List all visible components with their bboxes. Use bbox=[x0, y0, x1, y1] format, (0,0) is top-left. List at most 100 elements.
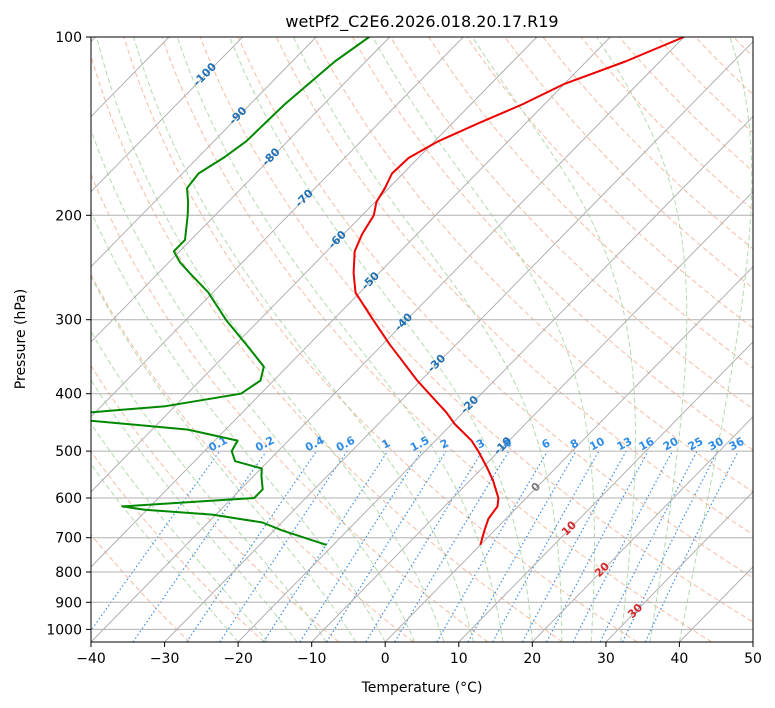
isotherm-line bbox=[605, 491, 753, 642]
x-tick-label: −40 bbox=[76, 651, 106, 667]
moist-adiabat-line bbox=[293, 37, 563, 642]
isotherm-label: 0 bbox=[529, 480, 544, 495]
isotherm-line bbox=[311, 190, 753, 642]
moist-adiabats bbox=[91, 37, 753, 642]
y-axis: 1000 900 800 700 600 500 400 300 200 100 bbox=[46, 30, 91, 638]
dry-adiabat-line bbox=[199, 37, 753, 623]
moist-adiabat-line bbox=[472, 37, 636, 642]
isotherm-line bbox=[91, 37, 538, 493]
isotherm-line bbox=[531, 416, 753, 642]
dry-adiabat-line bbox=[772, 37, 775, 642]
dry-adiabat-line bbox=[275, 37, 753, 536]
y-tick-label: 500 bbox=[55, 444, 82, 460]
dry-adiabat-line bbox=[237, 37, 753, 579]
mixing-ratio-line bbox=[572, 450, 673, 642]
moist-adiabat-line bbox=[91, 463, 239, 642]
isotherm-label: -70 bbox=[293, 186, 316, 209]
x-tick-label: −30 bbox=[150, 651, 180, 667]
isotherm-label: -50 bbox=[359, 269, 382, 292]
isotherm-label: -20 bbox=[458, 393, 481, 416]
dry-adiabat-line bbox=[123, 37, 638, 642]
plot-area: -100-90-80-70-60-50-40-30-20-10010203040… bbox=[91, 37, 775, 642]
isotherm-label: 20 bbox=[592, 560, 612, 580]
isotherm-line bbox=[91, 37, 317, 268]
x-tick-label: 50 bbox=[744, 651, 762, 667]
mixing-ratio-line bbox=[546, 450, 649, 642]
y-tick-label: 800 bbox=[55, 565, 82, 581]
isotherm-label: -100 bbox=[190, 60, 219, 89]
dry-adiabat-line bbox=[352, 37, 753, 451]
x-tick-label: −20 bbox=[223, 651, 253, 667]
isotherm-line bbox=[679, 566, 753, 642]
moist-adiabat-line bbox=[133, 37, 474, 642]
mixing-ratio-label: 30 bbox=[706, 435, 726, 454]
mixing-ratio-line bbox=[299, 450, 422, 642]
moist-adiabat-line bbox=[91, 210, 386, 642]
dry-adiabat-line bbox=[504, 37, 753, 289]
isotherm-line bbox=[91, 37, 611, 568]
dry-adiabat-line bbox=[428, 37, 753, 369]
moist-adiabat-line bbox=[176, 37, 504, 642]
x-axis-label: Temperature (°C) bbox=[361, 680, 483, 696]
moist-adiabat-line bbox=[91, 422, 268, 642]
isotherm-label: 10 bbox=[559, 518, 579, 538]
mixing-ratio-line bbox=[599, 450, 698, 642]
isotherm-label: -90 bbox=[226, 104, 249, 127]
chart-title: wetPf2_C2E6.2026.018.20.17.R19 bbox=[285, 12, 558, 32]
plot-frame bbox=[90, 36, 754, 643]
x-tick-label: 30 bbox=[597, 651, 615, 667]
isotherm-line bbox=[458, 341, 753, 642]
mixing-ratio-line bbox=[132, 450, 267, 642]
dry-adiabats bbox=[91, 37, 775, 642]
dry-adiabat-line bbox=[695, 37, 753, 96]
x-axis: −40 −30 −20 −10 0 10 20 30 40 50 bbox=[76, 642, 762, 667]
isotherm-line bbox=[91, 37, 391, 343]
y-axis-label: Pressure (hPa) bbox=[13, 289, 29, 389]
dry-adiabat-line bbox=[91, 450, 265, 642]
isotherm-line bbox=[91, 37, 243, 193]
mixing-ratio-label: 25 bbox=[686, 435, 706, 454]
pressure-grid bbox=[91, 37, 753, 630]
dry-adiabat-line bbox=[466, 37, 753, 329]
isotherms bbox=[91, 37, 753, 642]
isotherm-line bbox=[164, 40, 753, 642]
isotherm-label: -30 bbox=[425, 352, 448, 375]
moist-adiabat-line bbox=[678, 37, 753, 642]
temperature-profile-line bbox=[352, 37, 685, 546]
dry-adiabat-line bbox=[91, 364, 340, 642]
dry-adiabat-line bbox=[656, 37, 753, 134]
dry-adiabat-line bbox=[390, 37, 753, 410]
mixing-ratio-lines bbox=[91, 450, 739, 642]
x-tick-label: 10 bbox=[450, 651, 468, 667]
mixing-ratio-line bbox=[365, 450, 483, 642]
moist-adiabat-line bbox=[91, 330, 327, 642]
mixing-ratio-label: 10 bbox=[587, 435, 607, 454]
x-tick-label: −10 bbox=[297, 651, 327, 667]
dry-adiabat-line bbox=[91, 54, 563, 642]
isotherm-label: -60 bbox=[326, 228, 349, 251]
dry-adiabat-line bbox=[91, 273, 414, 642]
mixing-ratio-line bbox=[91, 450, 221, 632]
mixing-ratio-line bbox=[492, 450, 600, 642]
x-tick-label: 40 bbox=[670, 651, 688, 667]
y-tick-label: 900 bbox=[55, 595, 82, 611]
moist-adiabat-line bbox=[91, 379, 298, 642]
dry-adiabat-line bbox=[733, 37, 753, 58]
mixing-ratio-label: 20 bbox=[661, 435, 681, 454]
dry-adiabat-line bbox=[91, 173, 489, 642]
isotherm-label: 30 bbox=[625, 601, 645, 621]
y-tick-label: 400 bbox=[55, 387, 82, 403]
dewpoint-profile-line bbox=[91, 37, 370, 546]
mixing-ratio-line bbox=[467, 450, 577, 642]
moist-adiabat-line bbox=[372, 37, 595, 642]
dry-adiabat-line bbox=[91, 533, 191, 642]
isotherm-line bbox=[752, 641, 753, 642]
dry-adiabat-line bbox=[542, 37, 753, 250]
mixing-ratio-label: 13 bbox=[615, 435, 635, 454]
moist-adiabat-line bbox=[91, 275, 357, 642]
mixing-ratio-line bbox=[521, 450, 627, 642]
y-tick-label: 100 bbox=[55, 30, 82, 46]
mixing-ratio-line bbox=[262, 450, 389, 642]
mixing-ratio-label: 6 bbox=[540, 436, 553, 451]
